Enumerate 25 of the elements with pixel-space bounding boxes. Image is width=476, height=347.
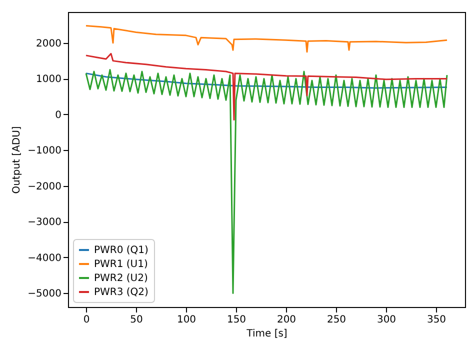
y-tick-label: −2000 [28, 181, 62, 192]
x-tick-label: 350 [426, 314, 446, 326]
y-tick-label: 0 [55, 110, 62, 121]
x-axis-title: Time [s] [246, 328, 288, 340]
legend-label: PWR3 (Q2) [94, 287, 149, 298]
legend-label: PWR1 (U1) [94, 259, 148, 270]
x-tick-label: 100 [176, 314, 196, 326]
x-tick-label: 0 [83, 314, 90, 326]
y-tick-label: 2000 [36, 38, 62, 50]
line-series [85, 25, 448, 53]
y-tick-label: −3000 [28, 217, 62, 228]
x-tick-label: 250 [326, 314, 346, 326]
line-series [85, 52, 448, 121]
y-axis-title: Output [ADU] [12, 126, 23, 194]
x-tick-label: 200 [276, 314, 296, 326]
line-series [85, 72, 448, 89]
x-tick-label: 150 [226, 314, 246, 326]
y-tick-label: −5000 [28, 288, 62, 300]
x-tick-label: 50 [130, 314, 143, 326]
legend-label: PWR0 (Q1) [94, 245, 149, 256]
legend-label: PWR2 (U2) [94, 273, 148, 284]
y-tick-label: −4000 [28, 252, 62, 264]
y-tick-label: −1000 [28, 146, 62, 157]
x-tick-label: 300 [376, 314, 396, 326]
y-tick-label: 1000 [36, 74, 62, 86]
